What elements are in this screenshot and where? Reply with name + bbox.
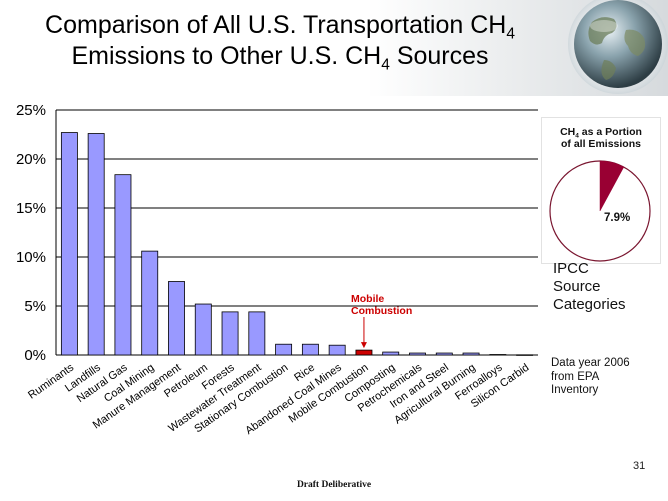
pie-slice-label: 7.9% xyxy=(604,212,630,224)
bar xyxy=(168,281,185,356)
bar xyxy=(114,174,132,356)
source-note-line: from EPA xyxy=(551,370,600,383)
bar xyxy=(221,311,239,356)
source-note: Data year 2006 from EPA Inventory xyxy=(551,357,661,398)
annotation-label: Mobile xyxy=(351,293,384,305)
legend-note: IPCC Source Categories xyxy=(553,260,653,314)
title-line-1: Comparison of All U.S. Transportation CH… xyxy=(45,11,515,43)
bar xyxy=(516,354,534,356)
bar xyxy=(301,343,319,356)
annotation-arrowhead xyxy=(360,342,367,349)
inset-pie-chart: 7.9% xyxy=(549,160,651,262)
slide-title: Comparison of All U.S. Transportation CH… xyxy=(20,10,540,74)
inset-pie-panel: CH4 as a Portion of all Emissions 7.9% xyxy=(541,117,661,264)
y-tick-label: 10% xyxy=(16,249,46,266)
pie-slice-highlight xyxy=(599,160,625,212)
bar xyxy=(194,303,212,356)
bar xyxy=(355,349,373,356)
legend-note-line: Categories xyxy=(553,296,626,313)
bar xyxy=(462,352,480,356)
inset-title-line-1: CH4 as a Portion xyxy=(560,126,642,140)
title-line-2: Emissions to Other U.S. CH4 Sources xyxy=(71,42,489,74)
inset-title-line-2: of all Emissions xyxy=(561,138,641,150)
footer-label: Draft Deliberative xyxy=(296,480,372,490)
y-tick-label: 20% xyxy=(16,151,46,168)
legend-note-line: IPCC xyxy=(553,260,589,277)
globe-image xyxy=(568,0,668,94)
bar xyxy=(275,343,293,356)
bar-chart: 0%5%10%15%20%25%RuminantsLandfillsNatura… xyxy=(16,102,538,437)
source-note-line: Inventory xyxy=(551,384,599,396)
bar xyxy=(60,132,78,356)
plot-area xyxy=(56,110,538,355)
annotation-label: Combustion xyxy=(351,305,412,317)
y-tick-label: 0% xyxy=(24,347,46,364)
source-note-line: Data year 2006 xyxy=(551,357,630,369)
y-tick-label: 15% xyxy=(16,200,46,217)
legend-note-line: Source xyxy=(553,278,601,295)
inset-title: CH4 as a Portion of all Emissions xyxy=(542,126,660,150)
bar xyxy=(87,133,105,356)
bar xyxy=(382,351,400,356)
bar xyxy=(489,354,507,356)
title-band xyxy=(0,0,668,96)
bar xyxy=(328,344,346,356)
y-tick-label: 25% xyxy=(16,102,46,119)
bar xyxy=(435,352,453,356)
bar xyxy=(141,250,159,356)
y-tick-label: 5% xyxy=(24,298,46,315)
page-number: 31 xyxy=(633,460,646,472)
bar xyxy=(248,311,266,356)
bar xyxy=(409,352,426,356)
